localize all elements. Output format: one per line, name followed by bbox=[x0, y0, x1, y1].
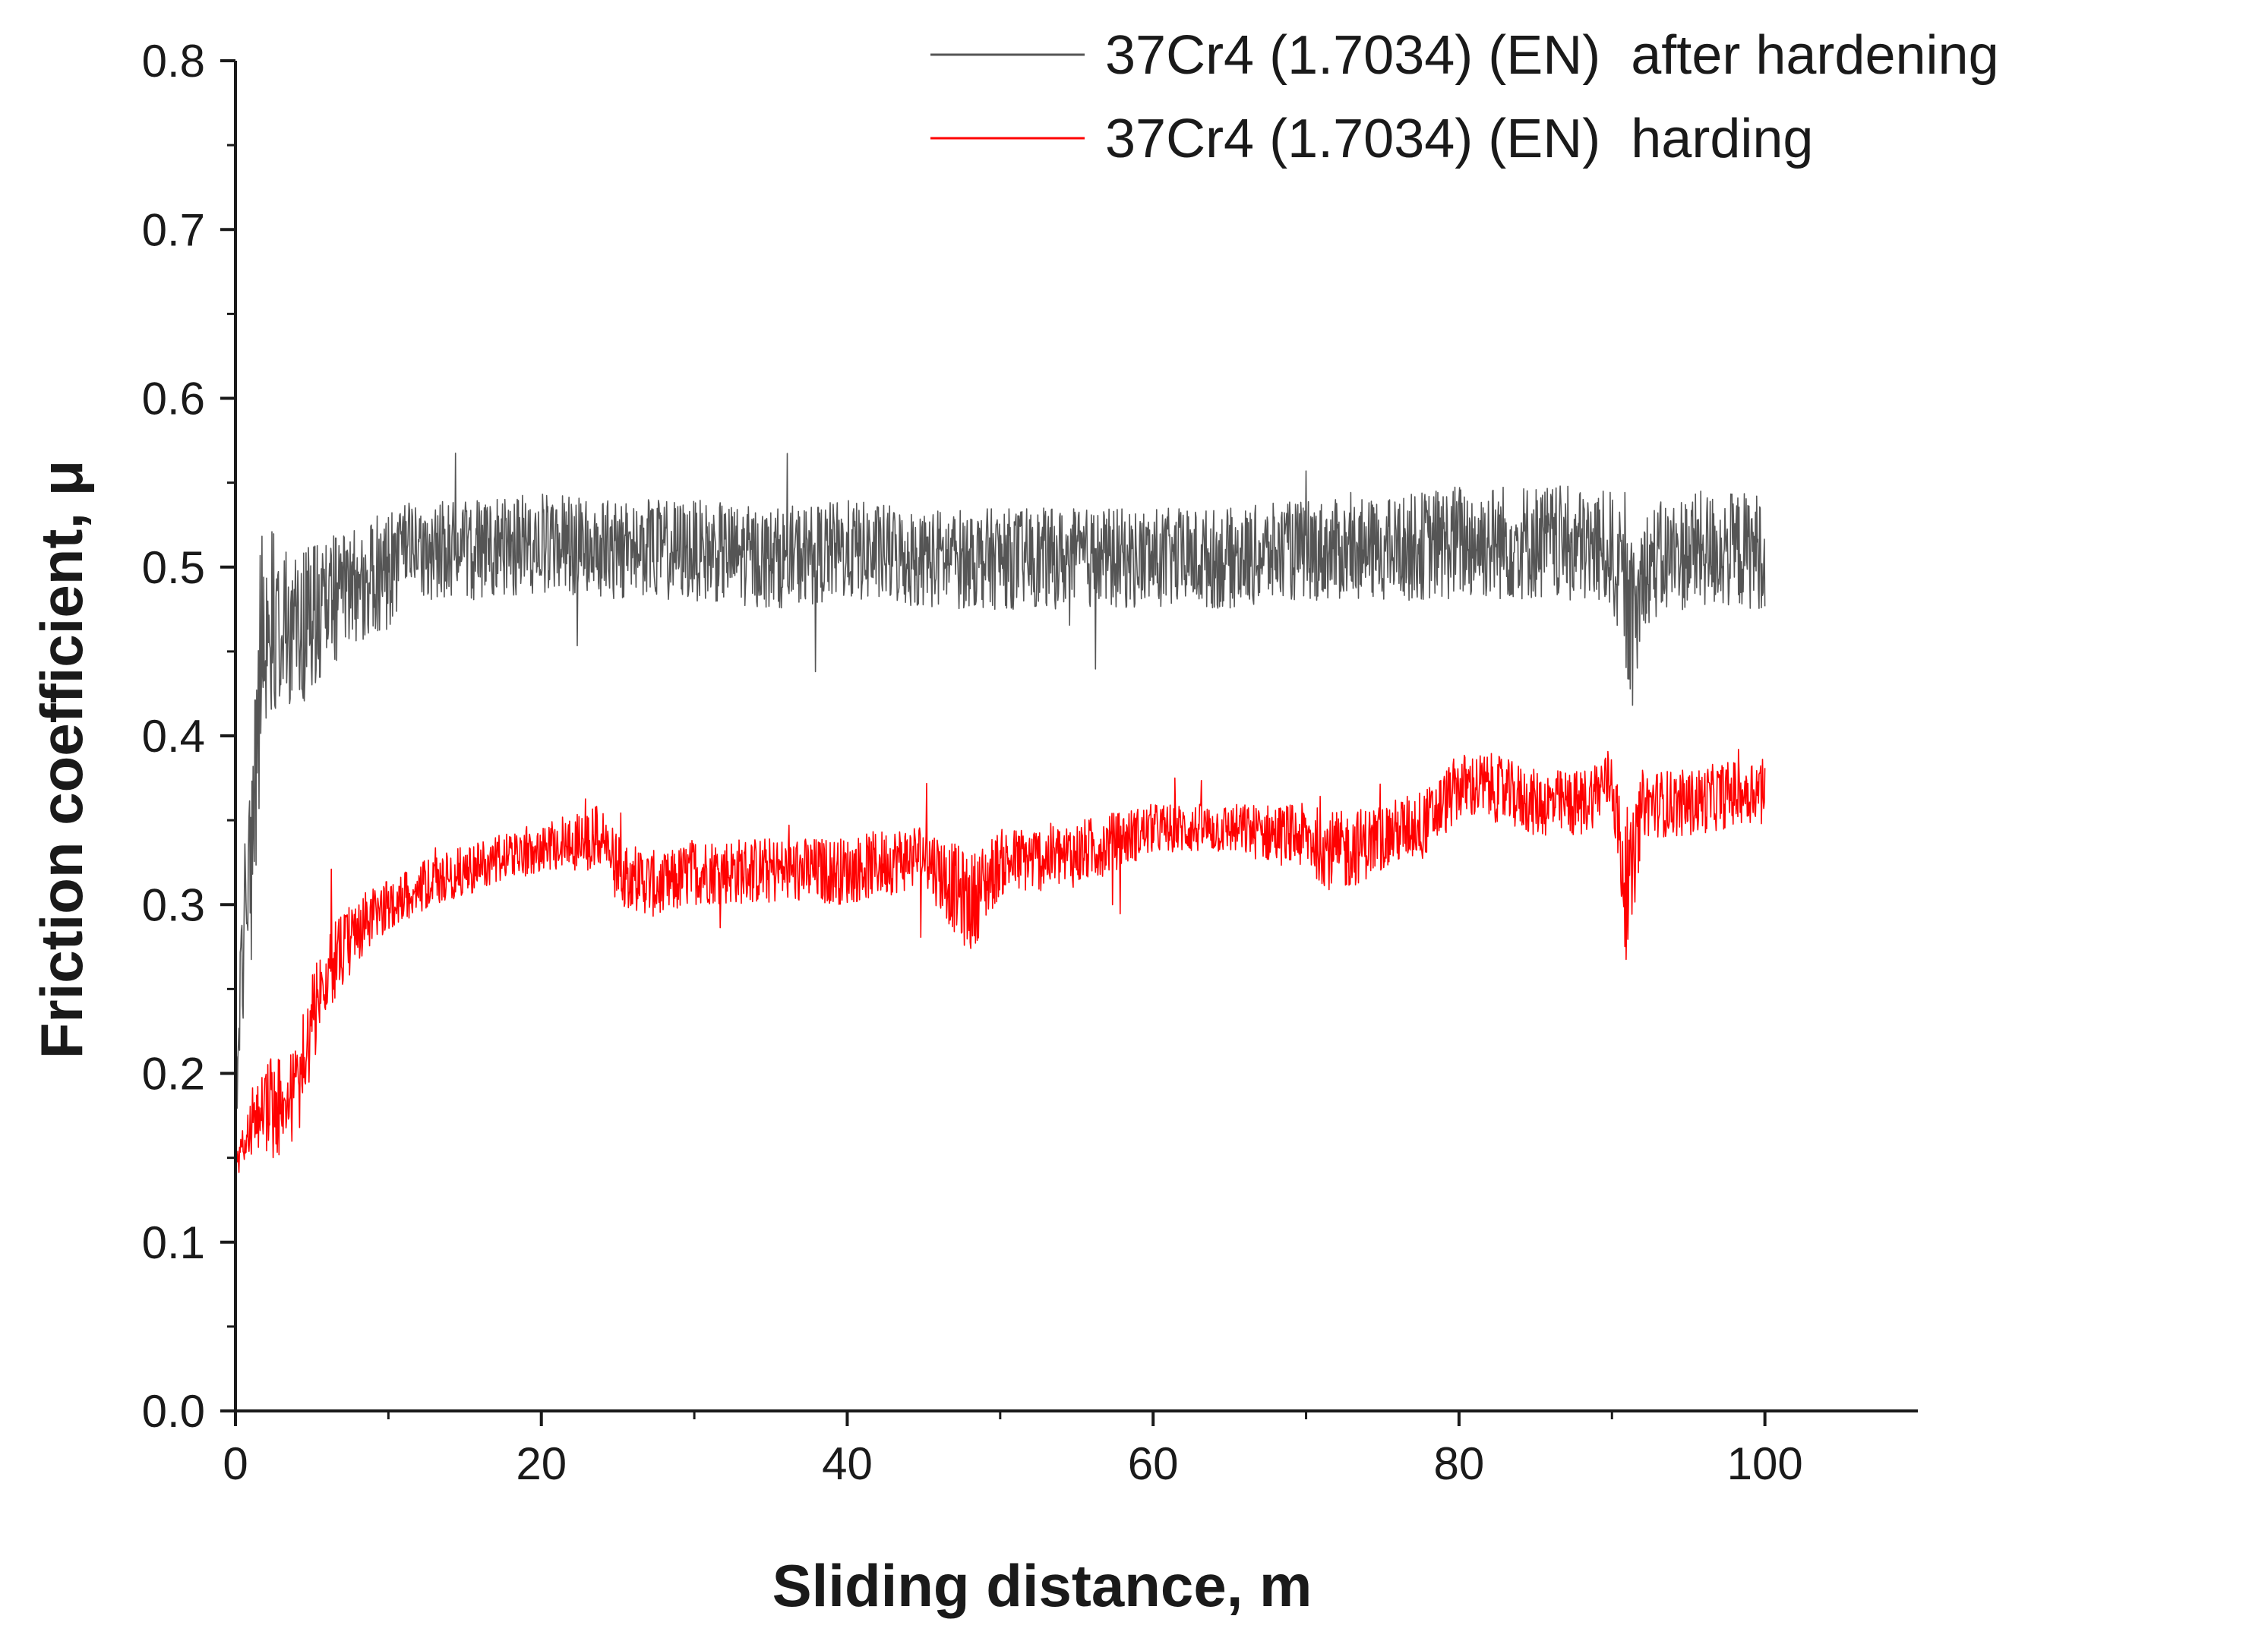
series-line-2 bbox=[235, 749, 1766, 1188]
legend-label-1: 37Cr4 (1.7034) (EN) after hardening bbox=[1105, 25, 1999, 86]
y-tick-label: 0.4 bbox=[142, 711, 205, 762]
series-line-1 bbox=[235, 453, 1766, 1109]
ticks-layer: 0.0 0.1 0.2 0.3 0.4 0.5 0.6 0.7 0.8 0 20 40 60 80 100 bbox=[142, 36, 1803, 1489]
legend: 37Cr4 (1.7034) (EN) after hardening 37Cr4… bbox=[930, 25, 1999, 169]
axes-layer bbox=[234, 61, 1918, 1412]
y-tick-label: 0.0 bbox=[142, 1386, 205, 1437]
x-tick-label: 40 bbox=[822, 1438, 873, 1489]
y-tick-label: 0.8 bbox=[142, 36, 205, 87]
x-tick-label: 80 bbox=[1434, 1438, 1485, 1489]
y-tick-label: 0.3 bbox=[142, 879, 205, 930]
y-tick-label: 0.1 bbox=[142, 1217, 205, 1268]
y-tick-label: 0.7 bbox=[142, 204, 205, 255]
x-tick-label: 20 bbox=[516, 1438, 567, 1489]
x-axis-title: Sliding distance, m bbox=[772, 1552, 1312, 1619]
y-tick-label: 0.6 bbox=[142, 374, 205, 424]
legend-label-2: 37Cr4 (1.7034) (EN) harding bbox=[1105, 109, 1813, 169]
series-layer bbox=[235, 453, 1766, 1188]
x-tick-label: 0 bbox=[223, 1438, 248, 1489]
y-tick-label: 0.2 bbox=[142, 1049, 205, 1100]
x-tick-label: 60 bbox=[1128, 1438, 1179, 1489]
x-tick-label: 100 bbox=[1727, 1438, 1803, 1489]
y-axis-title: Friction coefficient, μ bbox=[28, 460, 95, 1059]
y-tick-label: 0.5 bbox=[142, 542, 205, 593]
